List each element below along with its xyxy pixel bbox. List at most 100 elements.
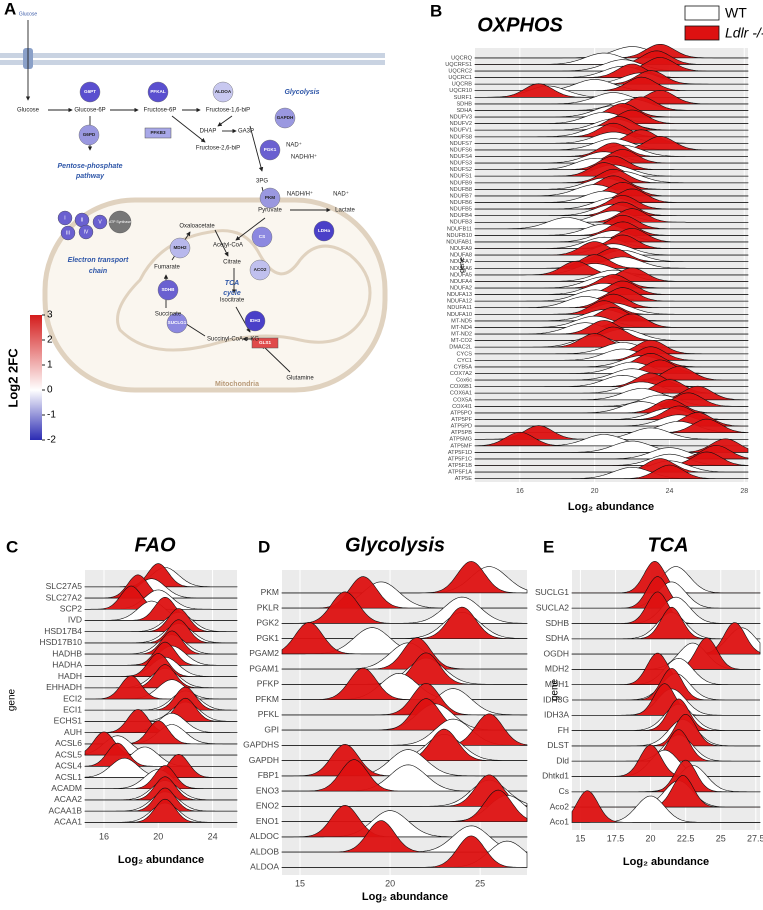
y-tick-label: Cs xyxy=(559,786,569,796)
density-ridge xyxy=(84,630,238,655)
metabolite: Glucose-6P xyxy=(74,108,105,114)
y-tick-label: UQCRB xyxy=(452,82,472,88)
x-axis-label: Log₂ abundance xyxy=(362,891,448,903)
y-tick-label: NDUFA10 xyxy=(447,312,472,318)
panel-label: C xyxy=(6,537,18,556)
metabolite: Fructose-6P xyxy=(144,108,177,114)
enzyme xyxy=(274,107,296,129)
y-tick-label: GPI xyxy=(264,724,279,734)
y-tick-label: NDUFB4 xyxy=(450,213,472,219)
y-tick-label: ACSL6 xyxy=(55,738,82,748)
y-tick-label: FH xyxy=(558,725,569,735)
density-ridge xyxy=(474,280,749,295)
y-tick-label: ACAA1 xyxy=(54,817,82,827)
density-ridge xyxy=(571,622,761,655)
x-tick-label: 17.5 xyxy=(607,833,625,843)
y-tick-label: ACADM xyxy=(51,783,82,793)
y-tick-label: NDUFA6 xyxy=(450,266,472,272)
enzyme-label: ACO2 xyxy=(254,267,267,272)
y-tick-label: COX6B1 xyxy=(450,384,472,390)
enzyme xyxy=(259,139,281,161)
y-tick-label: ATP5PD xyxy=(451,424,472,430)
etc-complex xyxy=(108,210,132,234)
y-tick-label: Aco2 xyxy=(550,801,570,811)
density-ridge xyxy=(84,686,238,711)
x-tick-label: 28 xyxy=(740,488,748,495)
y-tick-label: ATP5F1C xyxy=(448,456,472,462)
density-ridge xyxy=(84,619,238,644)
colorbar-tick-label: -2 xyxy=(47,435,56,446)
y-tick-label: HSD17B10 xyxy=(39,637,82,647)
y-tick-label: ACAA1B xyxy=(48,805,82,815)
density-ridge xyxy=(474,451,749,466)
y-tick-label: NDUFA7 xyxy=(450,259,472,265)
etc-label: V xyxy=(98,219,102,225)
y-tick-label: NDUFAB1 xyxy=(446,239,472,245)
x-axis-label: Log₂ abundance xyxy=(568,501,654,513)
enzyme-box xyxy=(144,127,172,139)
y-tick-label: PKLR xyxy=(257,602,279,612)
y-tick-label: UQCR10 xyxy=(449,88,472,94)
y-tick-label: UQCRC2 xyxy=(448,68,472,74)
metabolite: 3PG xyxy=(256,179,268,185)
y-tick-label: SDHA xyxy=(545,633,569,643)
y-tick-label: DMAC2L xyxy=(449,345,472,351)
y-tick-label: MDH1 xyxy=(545,679,569,689)
metabolite: Glucose xyxy=(17,108,40,114)
y-tick-label: NDUFV3 xyxy=(450,115,472,121)
y-tick-label: NDUFA9 xyxy=(450,246,472,252)
y-tick-label: NDUFA8 xyxy=(450,253,472,259)
y-tick-label: NDUFA13 xyxy=(447,292,472,298)
y-tick-label: ATP5PB xyxy=(451,430,472,436)
y-tick-label: HADHA xyxy=(52,660,82,670)
etc-label: ATP Synthase xyxy=(109,220,131,224)
enzyme-label: G6PD xyxy=(83,132,96,137)
y-tick-label: ATP5E xyxy=(455,476,473,482)
y-tick-label: SLC27A5 xyxy=(46,581,83,591)
y-tick-label: ATP5PF xyxy=(451,417,472,423)
arrow xyxy=(217,115,233,127)
density-ridge xyxy=(474,122,749,138)
enzyme-label: IDH3 xyxy=(250,318,261,323)
enzyme xyxy=(78,124,100,146)
y-tick-label: ACSL1 xyxy=(55,772,82,782)
y-tick-label: HADH xyxy=(58,671,82,681)
density-ridge xyxy=(474,293,749,309)
y-tick-label: PGAM1 xyxy=(249,663,279,673)
enzyme xyxy=(249,259,271,281)
density-ridge xyxy=(474,372,749,387)
density-ridge xyxy=(84,664,238,689)
x-tick-label: 20 xyxy=(591,488,599,495)
y-tick-label: COX7A2 xyxy=(450,371,472,377)
y-tick-label: ECHS1 xyxy=(54,716,83,726)
y-tick-label: IDH3A xyxy=(544,710,569,720)
y-tick-label: ACSL4 xyxy=(55,761,82,771)
density-ridge xyxy=(84,596,238,621)
arrow xyxy=(235,217,266,241)
density-ridge xyxy=(84,652,238,677)
pathway-label: cycle xyxy=(223,290,241,297)
metabolite: GA3P xyxy=(238,129,254,135)
y-tick-label: Dhtkd1 xyxy=(542,771,569,781)
y-tick-label: DLST xyxy=(547,740,569,750)
density-ridge xyxy=(474,464,749,480)
y-tick-label: UQCRQ xyxy=(451,55,472,61)
enzyme-label: LDHa xyxy=(318,228,330,233)
chart-title: Glycolysis xyxy=(345,534,445,556)
y-tick-label: SUCLA2 xyxy=(536,602,569,612)
y-tick-label: PFKP xyxy=(257,679,280,689)
y-tick-label: ALDOA xyxy=(250,862,279,872)
x-tick-label: 16 xyxy=(516,488,524,495)
y-tick-label: ATP5MG xyxy=(449,437,472,443)
enzyme-label: PKM xyxy=(265,195,275,200)
x-tick-label: 16 xyxy=(99,831,109,841)
y-tick-label: SDHB xyxy=(456,101,472,107)
density-ridge xyxy=(474,76,749,92)
metabolite: α-KG xyxy=(245,337,259,343)
panel-label: E xyxy=(543,537,554,556)
y-tick-label: GAPDHS xyxy=(243,740,279,750)
arrow xyxy=(214,229,229,257)
density-ridge xyxy=(281,667,528,700)
etc-label: IV xyxy=(84,229,89,235)
density-ridge xyxy=(571,560,761,594)
